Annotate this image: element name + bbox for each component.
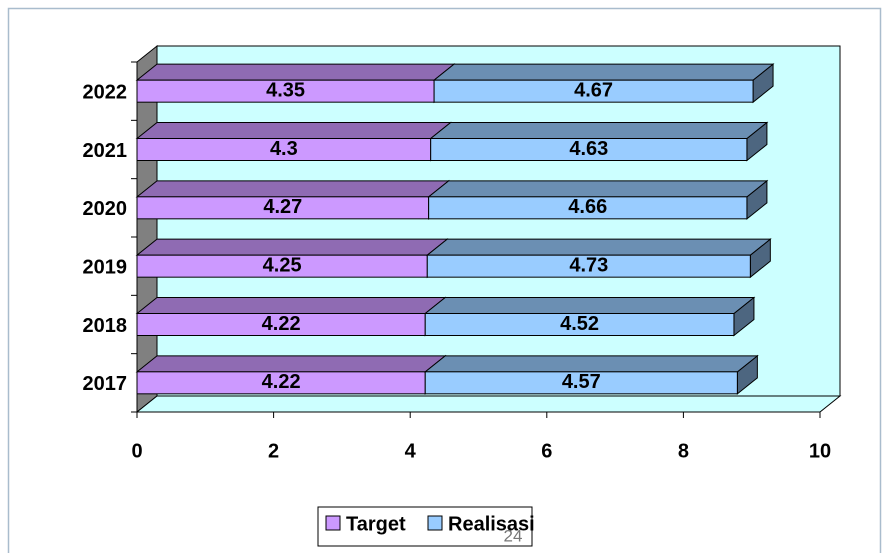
value-label: 4.22	[262, 371, 301, 393]
legend-box	[317, 506, 533, 547]
value-label: 4.3	[270, 138, 298, 160]
bar-top	[425, 238, 772, 256]
x-tick-label: 0	[131, 440, 142, 462]
value-label: 4.67	[574, 79, 613, 101]
value-label: 4.57	[562, 371, 601, 393]
y-tick-label: 2017	[83, 373, 128, 395]
x-tick-label: 8	[678, 440, 689, 462]
bar-top	[135, 180, 451, 198]
bar-top	[135, 122, 453, 139]
floor	[135, 395, 842, 413]
bar	[428, 196, 748, 220]
y-tick-label: 2018	[83, 315, 128, 337]
bar	[426, 254, 751, 278]
bar-top	[135, 297, 447, 314]
bar-top	[423, 297, 756, 314]
value-label: 4.25	[263, 254, 302, 276]
page-number: 24	[504, 526, 523, 545]
legend-swatch	[427, 515, 443, 531]
y-tick-label: 2020	[83, 198, 128, 220]
bar-top	[423, 355, 759, 373]
bar-top	[135, 355, 447, 373]
bar-top	[429, 122, 769, 139]
y-tick-label: 2022	[83, 81, 128, 103]
value-label: 4.22	[262, 313, 301, 335]
value-label: 4.66	[568, 196, 607, 218]
bar	[430, 138, 748, 161]
legend-label: Realisasi	[448, 513, 535, 535]
x-tick-label: 6	[541, 440, 552, 462]
bar	[424, 313, 735, 336]
x-tick-label: 4	[405, 440, 417, 462]
value-label: 4.73	[569, 254, 608, 276]
y-tick-label: 2019	[83, 256, 128, 278]
value-label: 4.35	[266, 79, 305, 101]
legend-label: Target	[346, 513, 406, 535]
x-tick-label: 2	[268, 440, 279, 462]
bar-top	[427, 180, 769, 198]
x-tick-label: 10	[809, 440, 831, 462]
bar	[424, 371, 738, 395]
legend-swatch	[325, 515, 341, 531]
bar-top	[432, 63, 775, 81]
bar-top	[135, 63, 456, 81]
value-label: 4.63	[569, 138, 608, 160]
value-label: 4.27	[263, 196, 302, 218]
bar	[433, 79, 754, 103]
bar-top	[135, 238, 449, 256]
y-tick-label: 2021	[83, 140, 128, 162]
value-label: 4.52	[560, 313, 599, 335]
